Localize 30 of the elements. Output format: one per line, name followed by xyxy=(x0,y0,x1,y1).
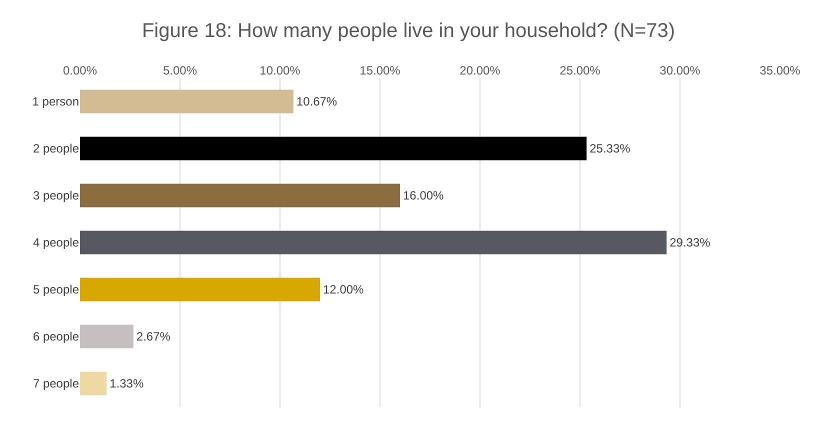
data-label: 1.33% xyxy=(110,376,144,390)
x-tick-label: 30.00% xyxy=(660,64,701,78)
bar xyxy=(80,136,587,160)
bar xyxy=(80,324,134,348)
y-tick-label: 5 people xyxy=(32,282,80,297)
data-label: 29.33% xyxy=(670,236,711,250)
bar xyxy=(80,278,320,302)
x-tick-label: 25.00% xyxy=(560,64,601,78)
data-label: 16.00% xyxy=(403,188,444,202)
bar xyxy=(80,372,107,396)
bar xyxy=(80,184,400,208)
chart-title: Figure 18: How many people live in your household? (N=73) xyxy=(142,20,676,42)
data-label: 25.33% xyxy=(590,142,631,156)
y-tick-label: 4 people xyxy=(32,236,80,250)
data-label: 2.67% xyxy=(136,330,171,344)
data-label: 10.67% xyxy=(296,94,338,108)
y-tick-label: 1 person xyxy=(32,94,79,109)
data-label: 12.00% xyxy=(323,282,364,296)
x-tick-label: 10.00% xyxy=(260,64,301,78)
x-tick-label: 20.00% xyxy=(460,64,501,78)
bar xyxy=(80,90,294,114)
y-tick-label: 3 people xyxy=(32,188,80,203)
y-tick-label: 6 people xyxy=(32,330,80,344)
bar xyxy=(80,230,667,254)
x-tick-label: 0.00% xyxy=(62,64,98,78)
y-tick-label: 7 people xyxy=(32,376,80,391)
x-tick-label: 35.00% xyxy=(760,64,801,78)
x-tick-label: 5.00% xyxy=(162,64,198,78)
y-tick-label: 2 people xyxy=(32,142,80,156)
x-tick-label: 15.00% xyxy=(360,64,401,78)
